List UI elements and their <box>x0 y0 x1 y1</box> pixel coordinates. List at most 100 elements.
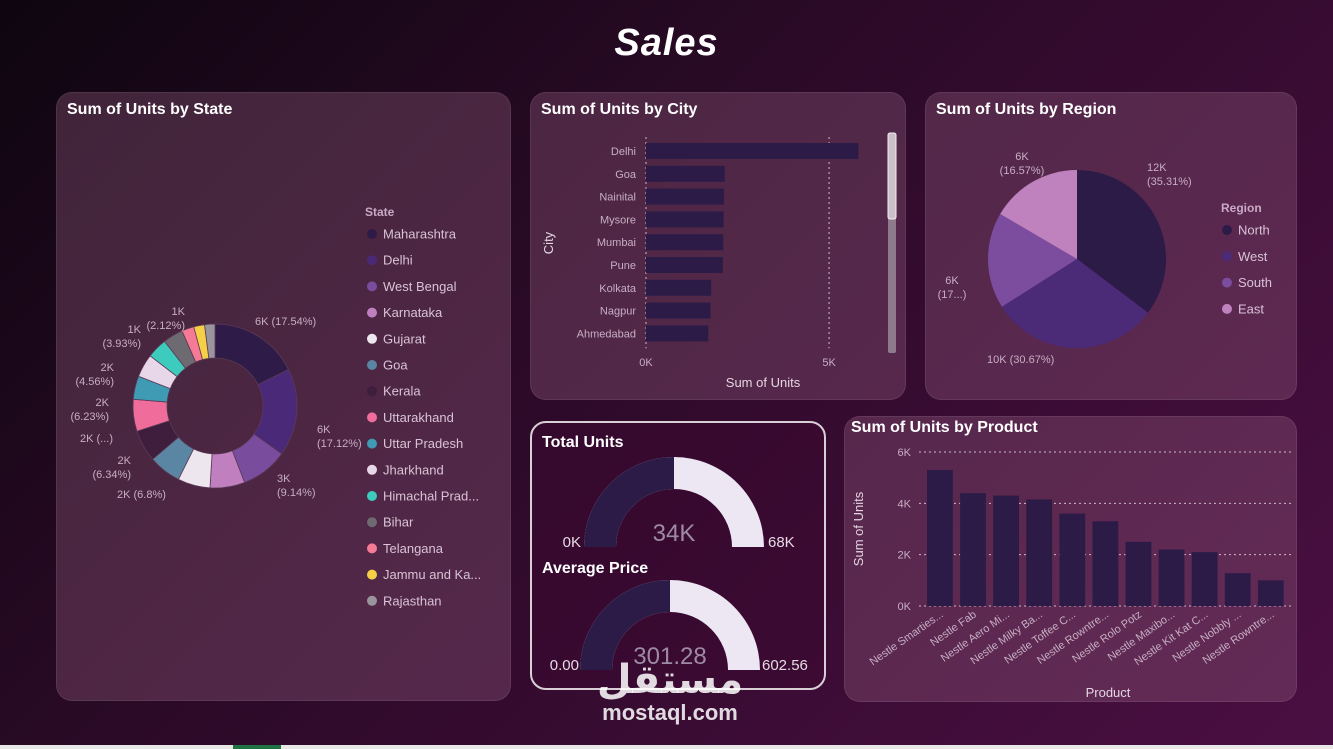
state-chart-title: Sum of Units by State <box>67 101 233 118</box>
state-data-label-line: (6.23%) <box>70 411 109 423</box>
bottom-scrollbar[interactable] <box>0 745 1333 749</box>
city-bar-chart: 0K 5K Delhi Goa Nainital Mysore Mumbai Pune Kolk… <box>541 132 897 390</box>
product-y-tick-1: 2K <box>898 550 912 562</box>
product-bar-0 <box>927 469 953 606</box>
city-bar-5 <box>646 257 723 273</box>
kpi-gauges-card[interactable]: Total Units 34K 0K 68K Average Price 301.28 0.… <box>530 421 826 690</box>
city-bar-3 <box>646 211 724 228</box>
city-y-tick-2: Nainital <box>599 192 636 204</box>
gauge-value-0: 34K <box>653 520 696 547</box>
state-legend-marker-13 <box>367 569 377 580</box>
state-legend-marker-12 <box>367 543 377 554</box>
city-y-tick-3: Mysore <box>600 214 636 226</box>
city-y-tick-7: Nagpur <box>600 306 636 318</box>
region-data-label-line: (35.31%) <box>1147 176 1192 188</box>
state-data-label-line: 1K <box>172 306 186 318</box>
city-y-tick-4: Mumbai <box>597 237 636 249</box>
region-data-label-line: (17...) <box>938 289 967 301</box>
state-legend-marker-1 <box>367 255 377 266</box>
state-legend-marker-11 <box>367 517 377 528</box>
state-chart-card[interactable]: Sum of Units by State 6K (17.54%) 6K (17.1… <box>56 92 511 701</box>
region-legend-marker-2 <box>1222 277 1232 288</box>
region-legend-marker-0 <box>1222 225 1232 235</box>
region-data-label-line: 12K <box>1147 162 1167 174</box>
state-legend-marker-0 <box>367 229 377 239</box>
city-y-tick-5: Pune <box>610 260 636 272</box>
state-legend-marker-5 <box>367 360 377 370</box>
city-y-tick-1: Goa <box>615 169 637 181</box>
region-chart-card[interactable]: Sum of Units by Region 12K (35.31%) 10K (3… <box>925 92 1297 400</box>
region-data-label-line: (16.57%) <box>1000 165 1045 177</box>
state-legend-item-5: Goa <box>383 358 408 373</box>
city-y-tick-8: Ahmedabad <box>577 328 636 340</box>
gauge-title-1: Average Price <box>542 560 648 577</box>
region-data-label-1: 10K (30.67%) <box>987 354 1054 366</box>
state-data-label-5: 2K (...) <box>80 433 113 445</box>
state-data-label-line: 1K <box>128 324 142 336</box>
state-legend-item-11: Bihar <box>383 515 414 530</box>
region-legend-marker-1 <box>1222 251 1232 262</box>
state-data-label-line: 2K (...) <box>80 433 113 445</box>
state-data-label-line: 6K (17.54%) <box>255 316 316 328</box>
state-donut-chart: 6K (17.54%) 6K (17.12%) 3K (9.14%) 2K (6.8%) 2… <box>70 205 481 608</box>
state-legend-item-4: Gujarat <box>383 331 426 346</box>
product-y-tick-2: 4K <box>898 498 912 510</box>
region-slice-2 <box>988 214 1077 307</box>
city-bar-6 <box>646 279 712 296</box>
state-legend-item-6: Kerala <box>383 384 421 399</box>
state-data-label-line: 6K <box>317 424 331 436</box>
state-data-label-9: 1K (2.12%) <box>146 306 185 332</box>
gauge-max-1: 602.56 <box>762 657 808 674</box>
state-legend-marker-4 <box>367 333 377 344</box>
product-chart-card[interactable]: Sum of Units by Product 0K 2K 4K 6K Nestle S… <box>844 416 1297 702</box>
state-legend-item-1: Delhi <box>383 253 413 268</box>
city-x-tick-1: 5K <box>822 357 836 369</box>
state-data-label-line: 2K <box>118 455 132 467</box>
state-data-label-6: 2K (6.23%) <box>70 397 109 423</box>
state-legend-marker-3 <box>367 307 377 318</box>
state-legend-item-7: Uttarakhand <box>383 410 454 425</box>
state-legend-marker-2 <box>367 281 377 292</box>
page-title: Sales <box>614 22 719 64</box>
product-bar-8 <box>1191 552 1218 606</box>
product-bar-3 <box>1026 499 1053 606</box>
state-legend-item-0: Maharashtra <box>383 227 457 242</box>
state-data-label-line: 3K <box>277 473 291 485</box>
state-data-label-line: 2K <box>101 362 115 374</box>
state-legend-marker-14 <box>367 595 377 606</box>
state-data-label-line: (6.34%) <box>92 469 131 481</box>
kpi-gauges: Total Units 34K 0K 68K Average Price 301.28 0.… <box>542 434 808 674</box>
city-x-axis-title: Sum of Units <box>726 375 801 390</box>
city-chart-card[interactable]: Sum of Units by City 0K 5K Delhi Goa Nainita… <box>530 92 906 400</box>
product-bar-5 <box>1092 521 1119 606</box>
region-chart-title: Sum of Units by Region <box>936 101 1117 118</box>
city-scrollbar-thumb <box>887 132 897 220</box>
product-bar-10 <box>1257 580 1284 606</box>
state-legend-item-2: West Bengal <box>383 279 457 294</box>
state-legend-item-8: Uttar Pradesh <box>383 436 463 451</box>
product-chart-title: Sum of Units by Product <box>851 419 1038 436</box>
gauge-max-0: 68K <box>768 534 795 551</box>
city-x-tick-0: 0K <box>639 357 653 369</box>
state-data-label-2: 3K (9.14%) <box>277 473 316 499</box>
gauge-title-0: Total Units <box>542 434 624 451</box>
state-data-label-line: (17.12%) <box>317 438 362 450</box>
city-y-tick-0: Delhi <box>611 146 636 158</box>
product-bar-6 <box>1125 541 1152 606</box>
region-legend-item-2: South <box>1238 275 1272 290</box>
state-data-label-line: (4.56%) <box>75 376 114 388</box>
product-x-axis-title: Product <box>1086 685 1131 700</box>
state-legend-marker-10 <box>367 491 377 501</box>
city-bar-7 <box>646 302 711 319</box>
sheet-tab[interactable] <box>233 745 281 749</box>
region-slice-3 <box>1000 170 1077 259</box>
region-legend-title: Region <box>1221 201 1262 215</box>
region-data-label-3: 6K (16.57%) <box>1000 151 1045 177</box>
watermark-latin: mostaql.com <box>602 700 738 725</box>
region-legend-item-0: North <box>1238 223 1270 238</box>
region-slice-1 <box>1001 259 1148 348</box>
product-bar-1 <box>960 493 986 606</box>
state-data-label-4: 2K (6.34%) <box>92 455 131 481</box>
city-bar-8 <box>646 325 709 342</box>
